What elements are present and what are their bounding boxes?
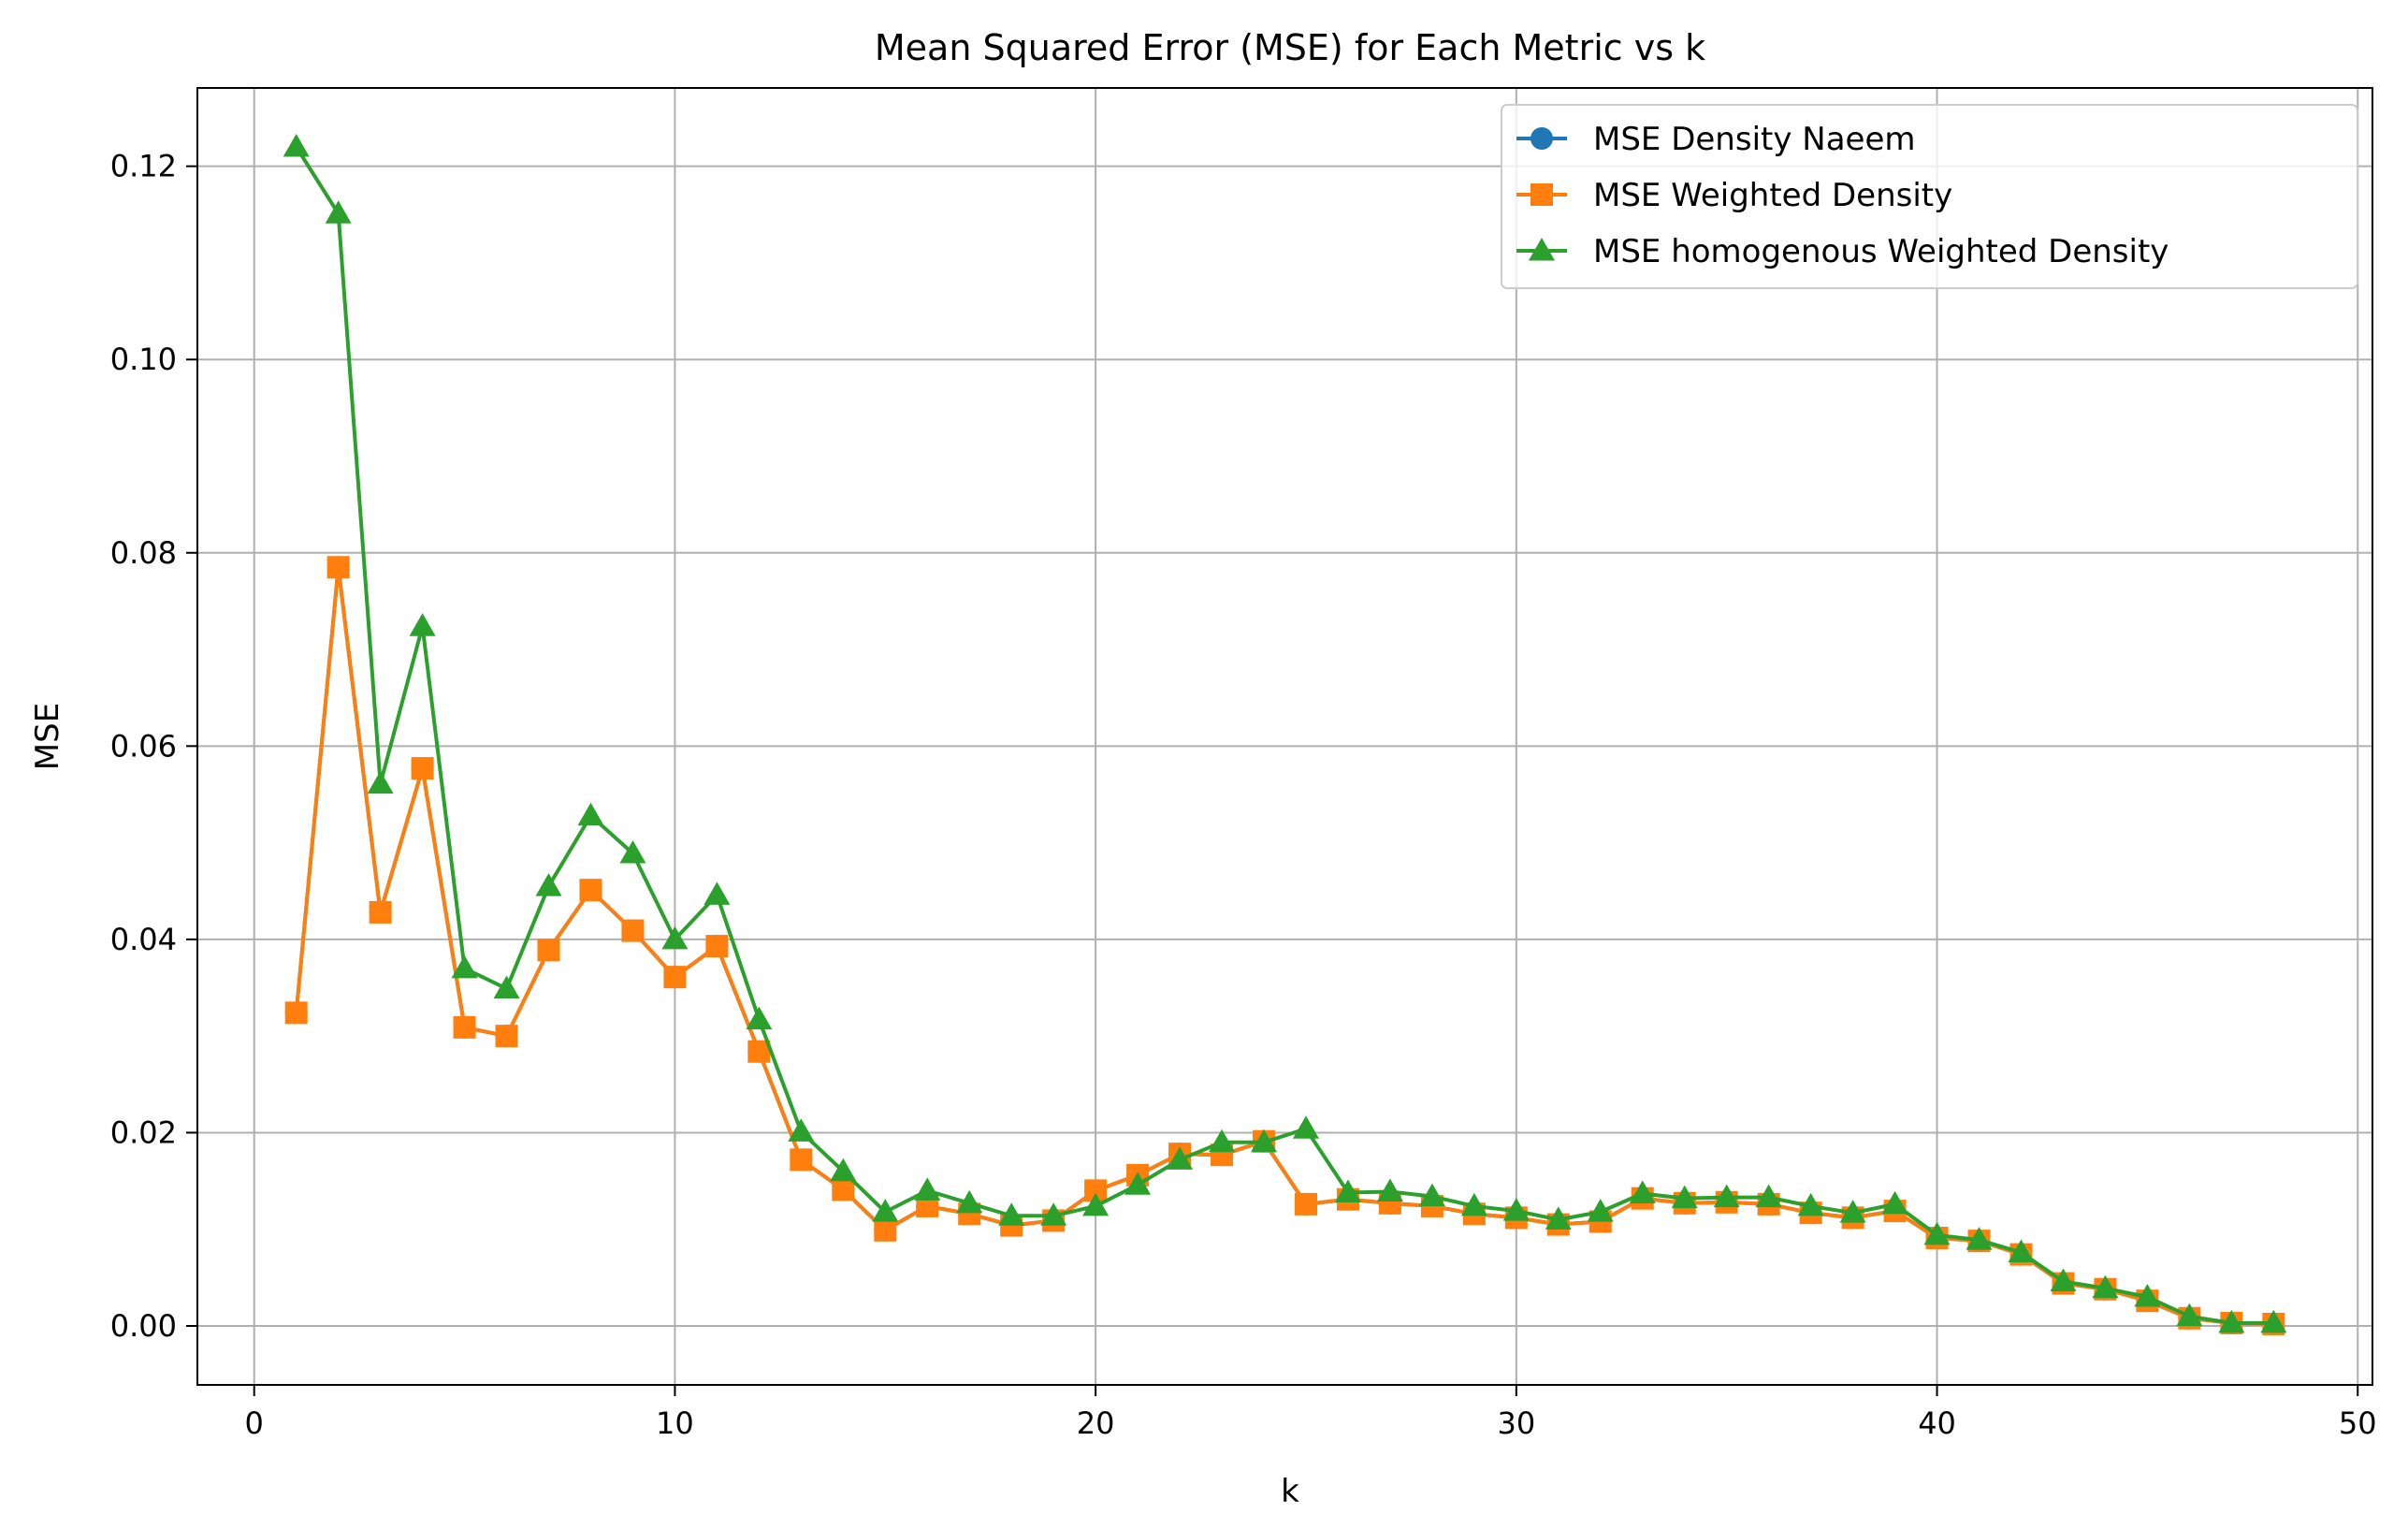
data-point	[914, 1177, 941, 1201]
data-point	[367, 770, 394, 794]
legend-label: MSE homogenous Weighted Density	[1593, 233, 2169, 270]
data-point	[832, 1178, 855, 1201]
data-point	[1587, 1199, 1614, 1222]
data-point	[1923, 1221, 1951, 1245]
data-point	[704, 881, 731, 905]
data-point	[2134, 1284, 2161, 1307]
data-point	[1502, 1198, 1530, 1221]
data-point	[537, 939, 560, 962]
data-point	[411, 757, 434, 780]
y-tick-label: 0.02	[110, 1114, 177, 1150]
data-point	[495, 1025, 518, 1048]
data-point	[2260, 1309, 2287, 1333]
data-point	[2008, 1239, 2035, 1263]
data-point	[284, 1001, 308, 1025]
legend: MSE Density Naeem MSE Weighted Density MSE…	[1501, 104, 2358, 289]
data-point	[283, 134, 310, 157]
x-tick-label: 0	[245, 1405, 264, 1441]
data-point	[579, 879, 602, 902]
data-point	[1966, 1227, 1993, 1250]
data-point	[621, 919, 645, 942]
data-point	[2176, 1303, 2203, 1327]
data-point	[1040, 1202, 1067, 1226]
y-axis-label: MSE	[29, 703, 66, 770]
legend-box	[1501, 104, 2358, 289]
data-point	[1292, 1115, 1319, 1139]
data-point	[2092, 1274, 2119, 1299]
data-point	[1209, 1129, 1236, 1153]
y-tick-label: 0.04	[110, 922, 177, 957]
x-tick-label: 50	[2339, 1405, 2377, 1441]
y-tick-label: 0.06	[110, 728, 177, 764]
legend-item: MSE Weighted Density	[1516, 177, 1952, 214]
data-point	[1124, 1172, 1152, 1195]
data-point	[325, 200, 352, 224]
data-point	[1334, 1179, 1361, 1202]
data-point	[1082, 1192, 1110, 1216]
data-point	[1294, 1192, 1317, 1216]
data-point	[1671, 1185, 1698, 1209]
legend-marker	[1529, 238, 1555, 261]
data-point	[1460, 1192, 1487, 1216]
data-point	[661, 925, 689, 950]
legend-item: MSE homogenous Weighted Density	[1516, 233, 2169, 270]
legend-marker	[1530, 127, 1553, 150]
legend-label: MSE Density Naeem	[1593, 121, 1916, 158]
data-point	[535, 873, 562, 896]
x-tick-label: 10	[656, 1405, 694, 1441]
data-point	[577, 802, 604, 826]
data-point	[2218, 1309, 2245, 1333]
data-point	[1418, 1183, 1445, 1207]
data-point	[1755, 1184, 1782, 1208]
data-point	[451, 954, 478, 979]
data-point	[1251, 1129, 1278, 1153]
data-point	[326, 556, 350, 579]
data-point	[830, 1158, 857, 1182]
data-point	[409, 613, 436, 636]
x-axis-label: k	[1281, 1473, 1299, 1510]
data-point	[788, 1118, 815, 1142]
x-tick-label: 20	[1077, 1405, 1115, 1441]
data-point	[663, 966, 687, 989]
legend-item: MSE Density Naeem	[1516, 121, 1916, 158]
x-tick-label: 40	[1918, 1405, 1956, 1441]
data-point	[1167, 1146, 1194, 1170]
data-point	[453, 1015, 476, 1039]
legend-label: MSE Weighted Density	[1593, 177, 1952, 214]
axis-ticks: 0 10 20 30 40 50 0.00 0.02 0.04 0.06 0.08 0.10 0.12	[110, 149, 2377, 1441]
data-point	[872, 1199, 899, 1222]
data-point	[2050, 1268, 2077, 1291]
data-point	[1797, 1192, 1824, 1216]
y-tick-label: 0.10	[110, 342, 177, 377]
data-point	[746, 1006, 773, 1030]
data-point	[1376, 1178, 1403, 1201]
series-lines	[283, 134, 2287, 1335]
plot-area-frame	[196, 87, 2373, 1386]
data-point	[705, 935, 729, 958]
data-point	[619, 839, 646, 864]
data-point	[1545, 1206, 1572, 1230]
data-point	[874, 1218, 897, 1242]
x-tick-label: 30	[1497, 1405, 1535, 1441]
data-point	[1713, 1184, 1740, 1208]
chart-title: Mean Squared Error (MSE) for Each Metric…	[875, 27, 1705, 68]
y-tick-label: 0.08	[110, 535, 177, 571]
data-point	[369, 900, 392, 924]
data-point	[790, 1148, 813, 1172]
data-point	[1629, 1180, 1656, 1204]
data-point	[998, 1202, 1025, 1226]
y-tick-label: 0.00	[110, 1308, 177, 1344]
legend-marker	[1530, 183, 1553, 206]
data-point	[1881, 1190, 1908, 1215]
data-point	[493, 975, 520, 999]
data-point	[1839, 1200, 1866, 1223]
y-tick-label: 0.12	[110, 149, 177, 184]
series-3	[283, 134, 2287, 1333]
data-point	[956, 1189, 983, 1214]
